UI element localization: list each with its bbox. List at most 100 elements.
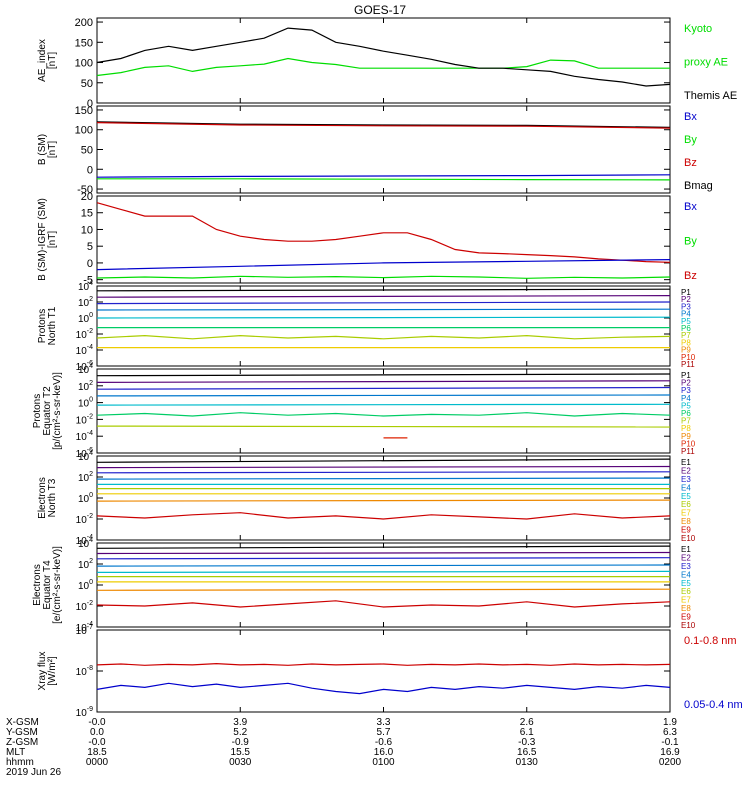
legend-entry: P5 bbox=[681, 401, 691, 410]
y-tick-label: 0 bbox=[87, 164, 93, 176]
orbit-value: -0.0 bbox=[88, 717, 106, 728]
orbit-value: -0.3 bbox=[518, 737, 536, 748]
series-bmag bbox=[96, 121, 671, 128]
y-tick-label: 100 bbox=[78, 312, 93, 325]
series-bz bbox=[96, 122, 671, 129]
legend-entry: E8 bbox=[681, 517, 691, 526]
series-e8 bbox=[96, 588, 671, 591]
orbit-value: 5.7 bbox=[377, 727, 391, 738]
orbit-value: 1.9 bbox=[663, 717, 677, 728]
orbit-value: 2.6 bbox=[520, 717, 534, 728]
y-axis-label: Xray flux bbox=[37, 652, 48, 691]
legend-entry: Themis AE bbox=[684, 90, 737, 102]
y-axis-label: [e/(cm²-s-sr-keV)] bbox=[52, 546, 63, 624]
series-p3 bbox=[96, 301, 671, 305]
legend-entry: Bmag bbox=[684, 180, 713, 192]
y-axis-label: Protons bbox=[37, 309, 48, 343]
orbit-row-label: hhmm bbox=[6, 757, 34, 768]
y-axis-label: North T3 bbox=[47, 478, 58, 517]
legend-entry: P11 bbox=[681, 360, 695, 369]
orbit-row-label: X-GSM bbox=[6, 717, 39, 728]
legend-entry: E10 bbox=[681, 621, 696, 630]
y-tick-label: 5 bbox=[87, 241, 93, 253]
legend-entry: E9 bbox=[681, 613, 691, 622]
y-tick-label: 200 bbox=[75, 17, 93, 29]
panel-2: -50 0 50 100 150 B (SM) [nT] Bx By Bz Bmag bbox=[37, 105, 713, 196]
legend-entry: P2 bbox=[681, 379, 691, 388]
orbit-row-label: Z-GSM bbox=[6, 737, 38, 748]
series-p5 bbox=[96, 403, 671, 406]
series-bx bbox=[96, 174, 671, 178]
panel-frame bbox=[96, 542, 671, 628]
y-tick-label: 102 bbox=[78, 471, 93, 484]
orbit-value: 16.9 bbox=[660, 747, 680, 758]
series-p1 bbox=[96, 288, 671, 292]
y-tick-label: 104 bbox=[78, 537, 93, 550]
legend-entry: E7 bbox=[681, 509, 691, 518]
legend-entry: E9 bbox=[681, 526, 691, 535]
legend-entry: E6 bbox=[681, 587, 691, 596]
legend-entry: E5 bbox=[681, 492, 691, 501]
orbit-value: 0000 bbox=[86, 757, 109, 768]
legend-entry: 0.1-0.8 nm bbox=[684, 635, 737, 647]
y-axis-label: [W/m²] bbox=[47, 656, 58, 686]
legend-entry: E5 bbox=[681, 579, 691, 588]
y-axis-label: [nT] bbox=[47, 52, 58, 69]
series-p4 bbox=[96, 394, 671, 397]
orbit-value: 3.3 bbox=[377, 717, 391, 728]
legend-entry: Bx bbox=[684, 201, 697, 213]
series-p3 bbox=[96, 386, 671, 390]
orbit-value: -0.6 bbox=[375, 737, 393, 748]
series-bx bbox=[96, 259, 671, 271]
orbit-value: 0130 bbox=[516, 757, 539, 768]
orbit-value: 15.5 bbox=[231, 747, 251, 758]
y-tick-label: 10-2 bbox=[76, 513, 93, 526]
series-by bbox=[97, 178, 671, 181]
series-e5 bbox=[96, 570, 671, 574]
y-tick-label: 150 bbox=[75, 105, 93, 117]
legend-entry: E4 bbox=[681, 570, 691, 579]
y-axis-label: Electrons bbox=[37, 477, 48, 519]
plot-title: GOES-17 bbox=[354, 3, 406, 17]
series-p2 bbox=[96, 380, 671, 383]
series-e3 bbox=[96, 471, 671, 474]
legend-entry: P3 bbox=[681, 386, 691, 395]
y-tick-label: 100 bbox=[78, 492, 93, 505]
y-axis-label: North T1 bbox=[47, 306, 58, 345]
orbit-value: 16.0 bbox=[374, 747, 394, 758]
y-tick-label: 104 bbox=[78, 280, 93, 293]
y-tick-label: 10-4 bbox=[76, 344, 93, 357]
series-e4 bbox=[96, 564, 671, 567]
legend-entry: P1 bbox=[681, 371, 691, 380]
legend-entry: P7 bbox=[681, 331, 691, 340]
panel-frame bbox=[96, 285, 671, 367]
legend-entry: P9 bbox=[681, 346, 691, 355]
orbit-value: 6.3 bbox=[663, 727, 677, 738]
y-tick-label: 10-2 bbox=[76, 328, 93, 341]
series-bz bbox=[96, 202, 671, 263]
y-tick-label: 0 bbox=[87, 98, 93, 110]
legend-entry: E7 bbox=[681, 596, 691, 605]
legend-entry: P4 bbox=[681, 394, 691, 403]
panel-frame bbox=[96, 629, 671, 713]
legend-entry: Bx bbox=[684, 111, 697, 123]
y-tick-label: 150 bbox=[75, 37, 93, 49]
legend-entry: P10 bbox=[681, 439, 696, 448]
y-axis-label: Protons bbox=[32, 394, 43, 428]
legend-entry: P9 bbox=[681, 432, 691, 441]
series-e2 bbox=[96, 465, 671, 469]
legend-entry: E10 bbox=[681, 534, 696, 543]
panel-3: -5 0 5 10 15 20 B (SM)-IGRF (SM) [nT] Bx By Bz bbox=[37, 191, 697, 287]
series-e9 bbox=[96, 512, 671, 520]
legend-entry: proxy AE bbox=[684, 57, 728, 69]
legend-entry: E4 bbox=[681, 483, 691, 492]
orbit-row-label: MLT bbox=[6, 747, 25, 758]
series-p7 bbox=[96, 425, 671, 428]
legend-entry: P8 bbox=[681, 424, 691, 433]
orbit-value: 0100 bbox=[372, 757, 395, 768]
y-tick-label: 100 bbox=[78, 579, 93, 592]
